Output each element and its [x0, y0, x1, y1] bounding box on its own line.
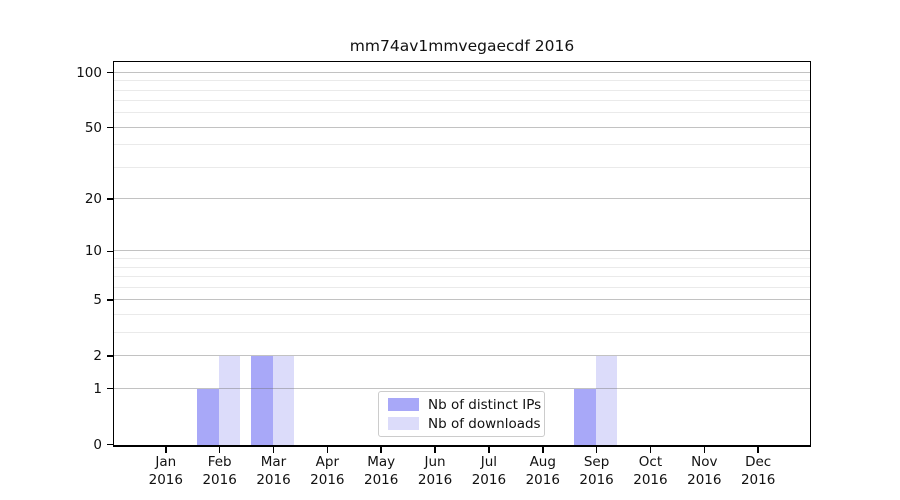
x-tick-mark: [434, 447, 436, 453]
gridline-major: [114, 198, 810, 200]
legend-label: Nb of distinct IPs: [428, 396, 542, 413]
y-tick-label: 50: [84, 119, 102, 136]
legend: Nb of distinct IPs Nb of downloads: [378, 391, 545, 437]
gridline-minor: [114, 144, 810, 146]
x-tick-mark: [595, 447, 598, 453]
bar-distinct-ips: [574, 389, 596, 445]
gridline-minor: [114, 286, 810, 288]
x-tick-label: Apr 2016: [310, 454, 345, 488]
gridline-minor: [114, 89, 810, 91]
chart-title: mm74av1mmvegaecdf 2016: [349, 37, 575, 55]
x-tick-label: Jul 2016: [471, 454, 507, 488]
x-tick-mark: [757, 447, 759, 453]
gridline-minor: [114, 100, 810, 102]
x-tick-mark: [649, 447, 652, 453]
x-tick-label: Oct 2016: [633, 454, 668, 488]
x-tick-mark: [165, 447, 167, 453]
x-tick-mark: [326, 447, 329, 453]
gridline-major: [114, 355, 810, 357]
bar-downloads: [218, 356, 241, 445]
gridline-minor: [114, 314, 810, 316]
x-tick-label: Jun 2016: [417, 454, 453, 488]
bar-downloads: [272, 356, 295, 445]
legend-swatch-distinct-ips: [388, 398, 419, 411]
bars-layer: [114, 62, 810, 445]
plot-area: [113, 61, 811, 447]
legend-entry: Nb of downloads: [388, 417, 541, 431]
gridline-major: [114, 71, 810, 73]
gridline-minor: [114, 166, 810, 168]
bar-distinct-ips: [251, 356, 273, 445]
x-axis: Jan 2016 Feb 2016 Mar 2016 Apr 2016 May 2016…: [113, 447, 811, 497]
x-tick-label: Dec 2016: [740, 454, 776, 488]
gridline-major: [114, 126, 810, 128]
gridline-minor: [114, 258, 810, 260]
x-tick-label: Nov 2016: [687, 454, 722, 488]
y-tick-mark: [107, 355, 113, 357]
gridline-minor: [114, 80, 810, 82]
y-tick-mark: [107, 126, 113, 129]
gridline-minor: [114, 112, 810, 114]
x-tick-mark: [488, 447, 490, 453]
legend-label: Nb of downloads: [428, 415, 541, 432]
y-tick-label: 0: [93, 436, 102, 453]
gridline-major: [114, 299, 810, 301]
gridline-minor: [114, 332, 810, 334]
y-tick-label: 100: [76, 64, 102, 81]
x-tick-mark: [542, 447, 544, 453]
bar-downloads: [595, 356, 618, 445]
y-axis: 0 1 2 5 10 20 50 100: [0, 61, 113, 452]
x-tick-mark: [272, 447, 275, 453]
y-tick-label: 20: [84, 191, 102, 208]
y-tick-mark: [107, 443, 113, 446]
gridline-major: [114, 250, 810, 252]
x-tick-mark: [703, 447, 706, 453]
gridline-minor: [114, 266, 810, 268]
y-tick-label: 5: [93, 292, 102, 309]
y-tick-label: 1: [93, 380, 102, 397]
y-tick-label: 2: [93, 348, 102, 365]
x-tick-label: Aug 2016: [525, 454, 560, 488]
x-tick-label: Sep 2016: [579, 454, 614, 488]
grid-layer: [114, 62, 810, 445]
y-tick-label: 10: [84, 243, 102, 260]
y-tick-mark: [107, 387, 113, 390]
x-tick-label: Mar 2016: [256, 454, 291, 488]
gridline-major: [114, 387, 810, 389]
gridline-minor: [114, 276, 810, 278]
x-tick-mark: [218, 447, 221, 453]
x-tick-label: Jan 2016: [148, 454, 183, 488]
legend-swatch-downloads: [388, 417, 419, 430]
bar-distinct-ips: [197, 389, 219, 445]
legend-entry: Nb of distinct IPs: [388, 398, 541, 412]
x-tick-label: May 2016: [364, 454, 399, 488]
x-tick-mark: [380, 447, 382, 453]
y-tick-mark: [107, 299, 113, 301]
y-tick-mark: [107, 198, 113, 200]
x-tick-label: Feb 2016: [202, 454, 237, 488]
y-tick-mark: [107, 250, 113, 253]
y-tick-mark: [107, 71, 113, 74]
